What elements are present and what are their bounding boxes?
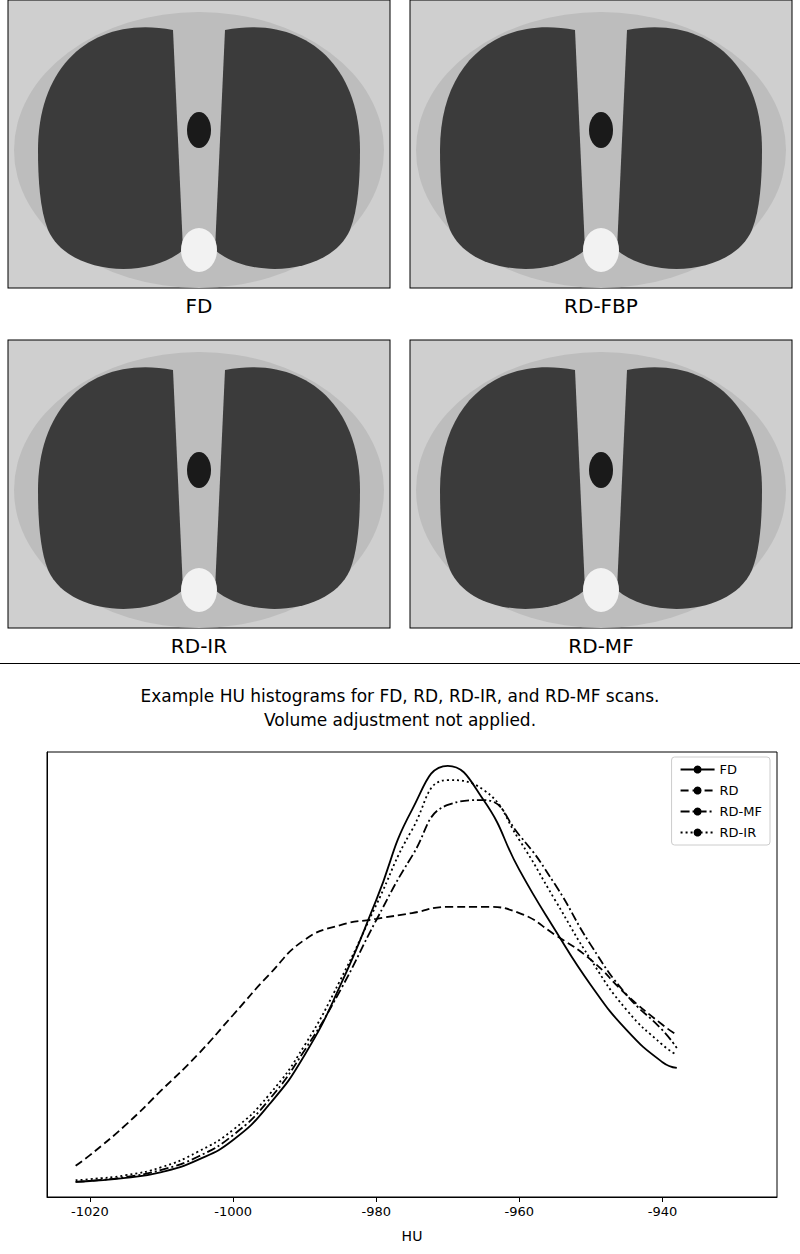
- svg-text:RD-IR: RD-IR: [171, 634, 227, 658]
- svg-text:Example HU histograms for FD,: Example HU histograms for FD, RD, RD-IR,…: [141, 686, 660, 706]
- svg-text:-980: -980: [361, 1204, 391, 1219]
- svg-text:RD-FBP: RD-FBP: [564, 294, 638, 318]
- svg-text:Volume adjustment not applied.: Volume adjustment not applied.: [264, 710, 536, 730]
- svg-text:RD-IR: RD-IR: [720, 825, 757, 840]
- svg-text:-940: -940: [648, 1204, 678, 1219]
- svg-text:FD: FD: [186, 294, 213, 318]
- svg-text:-960: -960: [505, 1204, 535, 1219]
- svg-text:RD-MF: RD-MF: [720, 804, 762, 819]
- svg-text:HU: HU: [402, 1228, 423, 1244]
- svg-text:RD: RD: [720, 783, 739, 798]
- svg-text:RD-MF: RD-MF: [568, 634, 633, 658]
- svg-text:-1020: -1020: [71, 1204, 109, 1219]
- svg-text:FD: FD: [720, 762, 738, 777]
- svg-text:-1000: -1000: [214, 1204, 252, 1219]
